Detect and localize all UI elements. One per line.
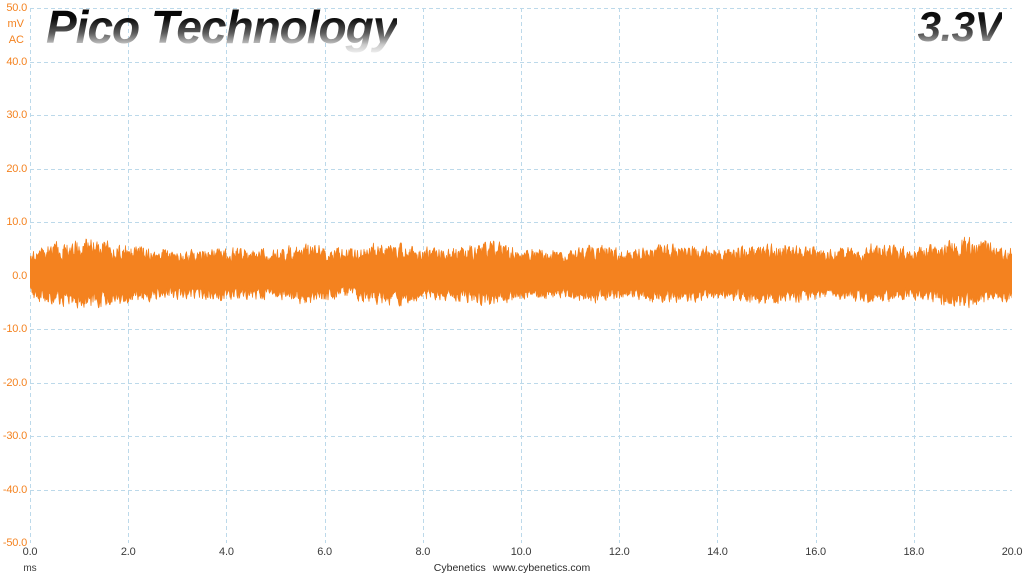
y-axis: 50.0 40.0 30.0 20.0 10.0 0.0 -10.0 -20.0 -30.0 -4… bbox=[0, 0, 30, 576]
y-axis-tick-label: 20.0 bbox=[6, 162, 27, 175]
y-axis-unit-line1: mV bbox=[7, 18, 25, 30]
page-title: Pico Technology bbox=[46, 1, 398, 53]
footer-credit: Cybenetics www.cybenetics.com bbox=[434, 562, 590, 574]
x-axis: 0.0 2.0 4.0 6.0 8.0 10.0 12.0 14.0 16.0 18.0 20.0 bbox=[0, 546, 1024, 562]
x-axis-tick-label: 14.0 bbox=[707, 546, 728, 558]
x-axis-tick-label: 6.0 bbox=[317, 546, 332, 558]
y-axis-tick-label: -30.0 bbox=[2, 430, 27, 442]
y-axis-tick-label: -20.0 bbox=[2, 376, 27, 389]
x-axis-tick-label: 12.0 bbox=[608, 546, 630, 558]
x-axis-tick-label: 8.0 bbox=[415, 546, 431, 558]
y-axis-tick-label: -40.0 bbox=[2, 483, 27, 496]
waveform-trace bbox=[30, 236, 1012, 309]
y-axis-tick-label: 0.0 bbox=[12, 269, 27, 282]
x-axis-tick-label: 18.0 bbox=[903, 546, 925, 558]
x-axis-tick-label: 16.0 bbox=[805, 546, 826, 558]
x-axis-tick-label: 2.0 bbox=[120, 546, 136, 558]
x-axis-tick-label: 4.0 bbox=[219, 546, 234, 558]
footer-url: www.cybenetics.com bbox=[492, 562, 591, 574]
y-axis-unit-line2: AC bbox=[8, 34, 24, 46]
y-axis-unit: mV AC bbox=[0, 16, 27, 48]
waveform-band bbox=[30, 236, 1012, 309]
y-axis-tick-label: -10.0 bbox=[2, 323, 27, 335]
y-axis-tick-label: 40.0 bbox=[6, 55, 27, 68]
voltage-rail-label: 3.3V bbox=[917, 3, 1003, 50]
footer-brand: Cybenetics bbox=[433, 562, 486, 574]
y-axis-tick-label: 50.0 bbox=[6, 2, 27, 14]
y-axis-tick-label: -50.0 bbox=[2, 537, 27, 549]
x-axis-tick-label: 20.0 bbox=[1001, 546, 1023, 558]
x-axis-tick-label: 10.0 bbox=[510, 546, 532, 558]
y-axis-tick-label: 30.0 bbox=[6, 109, 27, 121]
x-axis-tick-label: 0.0 bbox=[22, 546, 38, 558]
x-axis-unit: ms bbox=[23, 563, 37, 574]
plot-area[interactable] bbox=[30, 8, 1012, 543]
y-axis-tick-label: 10.0 bbox=[6, 216, 27, 228]
